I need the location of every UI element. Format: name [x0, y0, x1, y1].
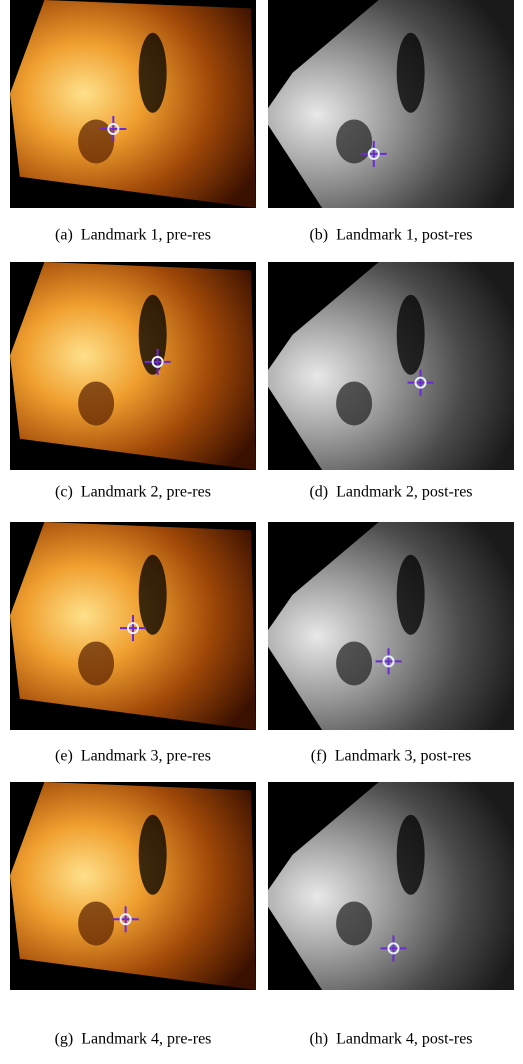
panel-label: (h)	[309, 1031, 328, 1048]
ultrasound-image	[10, 262, 256, 470]
dark-structure	[397, 815, 425, 895]
panel-caption: Landmark 3, pre-res	[81, 748, 211, 765]
dark-structure	[397, 555, 425, 635]
panel-caption: Landmark 2, pre-res	[81, 484, 211, 501]
panel-label: (d)	[309, 484, 328, 501]
figure: (a) Landmark 1, pre-res (b) Landmark 1, pos…	[0, 0, 523, 1059]
ultrasound-image	[10, 0, 256, 208]
dark-structure	[139, 555, 167, 635]
dark-structure	[139, 33, 167, 113]
panel-label: (e)	[55, 748, 73, 765]
dark-structure	[336, 641, 372, 685]
dark-structure	[397, 295, 425, 375]
panel: (b) Landmark 1, post-res	[268, 0, 514, 244]
ultrasound-image	[10, 782, 256, 990]
panel-label: (b)	[309, 227, 328, 244]
panel: (g) Landmark 4, pre-res	[10, 782, 256, 1048]
panel-caption: Landmark 3, post-res	[335, 748, 471, 765]
panel: (a) Landmark 1, pre-res	[10, 0, 256, 244]
panel-label: (a)	[55, 227, 73, 244]
panel: (c) Landmark 2, pre-res	[10, 262, 256, 501]
panel-label: (g)	[55, 1031, 74, 1048]
panel-caption: Landmark 1, post-res	[336, 227, 472, 244]
panel: (h) Landmark 4, post-res	[268, 782, 514, 1048]
panel-label: (f)	[311, 748, 327, 765]
dark-structure	[78, 901, 114, 945]
panel: (f) Landmark 3, post-res	[268, 522, 514, 765]
dark-structure	[336, 381, 372, 425]
panel: (d) Landmark 2, post-res	[268, 262, 514, 501]
dark-structure	[139, 815, 167, 895]
panel-caption: Landmark 4, pre-res	[81, 1031, 211, 1048]
dark-structure	[78, 641, 114, 685]
panel-label: (c)	[55, 484, 73, 501]
panel-caption: Landmark 1, pre-res	[81, 227, 211, 244]
panel-caption: Landmark 2, post-res	[336, 484, 472, 501]
panel: (e) Landmark 3, pre-res	[10, 522, 256, 765]
dark-structure	[397, 33, 425, 113]
panel-caption: Landmark 4, post-res	[336, 1031, 472, 1048]
dark-structure	[336, 901, 372, 945]
dark-structure	[78, 381, 114, 425]
dark-structure	[336, 119, 372, 163]
